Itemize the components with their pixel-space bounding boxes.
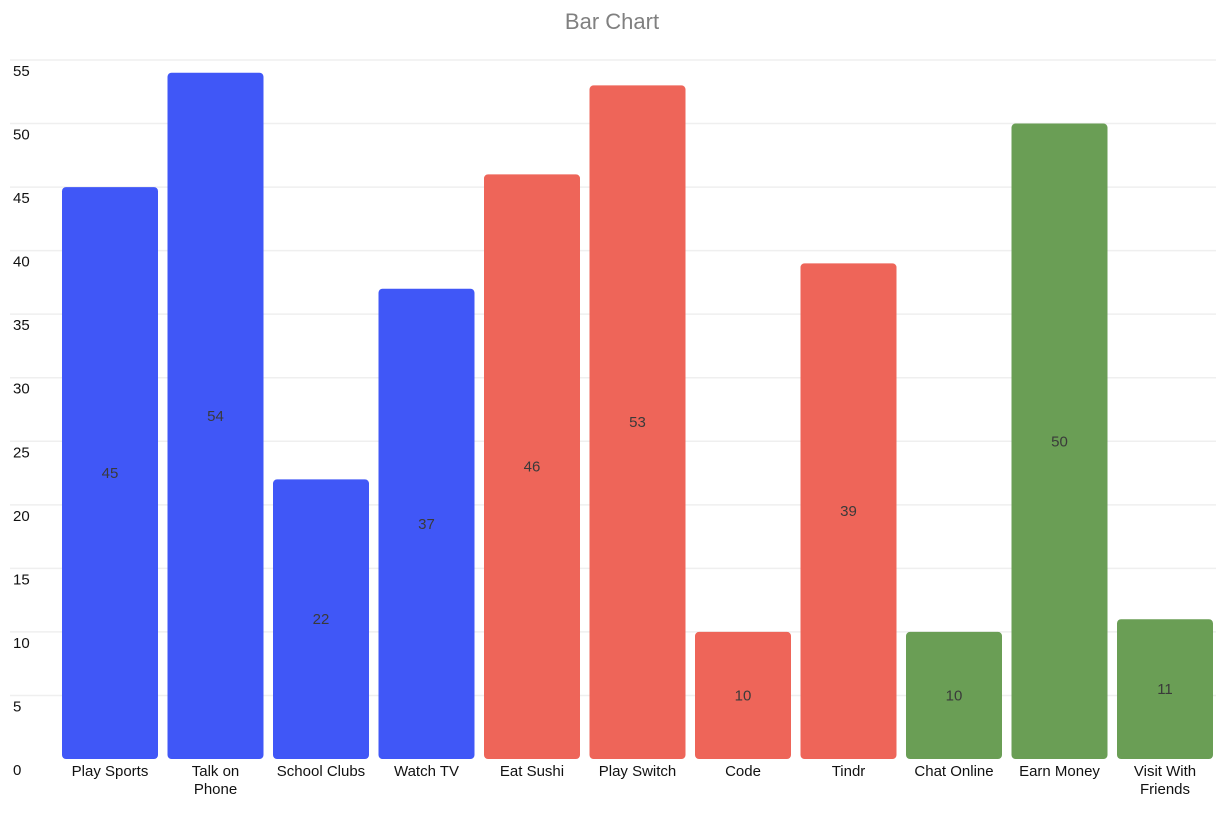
x-tick-label: School Clubs xyxy=(277,763,365,780)
x-tick-label: Tindr xyxy=(832,763,866,780)
y-tick-label: 55 xyxy=(13,63,30,80)
x-tick-label-line: Watch TV xyxy=(394,763,459,780)
x-tick-label: Watch TV xyxy=(394,763,459,780)
y-axis-ticks: 0 5 10 15 20 25 30 35 40 45 50 55 xyxy=(13,63,30,779)
x-tick-label-line: Talk on xyxy=(192,763,240,780)
bar xyxy=(589,85,686,759)
bars xyxy=(62,72,1213,759)
y-tick-label: 15 xyxy=(13,571,30,588)
x-tick-label: Code xyxy=(725,763,761,780)
x-tick-label-line: Friends xyxy=(1140,781,1190,798)
bar-value-label: 54 xyxy=(207,408,224,425)
x-tick-label: Eat Sushi xyxy=(500,763,564,780)
y-tick-label: 30 xyxy=(13,381,30,398)
bar xyxy=(484,174,580,759)
bar-value-label: 45 xyxy=(102,465,119,482)
data-labels: 45 54 22 37 46 53 10 39 10 50 11 xyxy=(102,408,1173,705)
y-tick-label: 5 xyxy=(13,698,21,715)
x-tick-label: Visit With Friends xyxy=(1134,763,1196,798)
bar-value-label: 22 xyxy=(313,611,330,628)
x-tick-label-line: Eat Sushi xyxy=(500,763,564,780)
bar xyxy=(1117,619,1213,759)
x-axis-ticks: Play Sports Talk on Phone School Clubs Watch… xyxy=(72,763,1196,798)
x-tick-label: Play Sports xyxy=(72,763,149,780)
x-tick-label: Earn Money xyxy=(1019,763,1100,780)
y-tick-label: 45 xyxy=(13,190,30,207)
x-tick-label-line: Tindr xyxy=(832,763,866,780)
bar xyxy=(1011,123,1108,759)
y-tick-label: 35 xyxy=(13,317,30,334)
x-tick-label-line: Play Switch xyxy=(599,763,677,780)
y-tick-label: 25 xyxy=(13,444,30,461)
y-tick-label: 40 xyxy=(13,254,30,271)
bar-value-label: 10 xyxy=(735,687,752,704)
x-tick-label-line: Visit With xyxy=(1134,763,1196,780)
bar xyxy=(167,72,264,759)
x-tick-label-line: Phone xyxy=(194,781,237,798)
bar-value-label: 10 xyxy=(946,687,963,704)
x-tick-label: Play Switch xyxy=(599,763,677,780)
y-tick-label: 20 xyxy=(13,508,30,525)
x-tick-label-line: Code xyxy=(725,763,761,780)
x-tick-label-line: School Clubs xyxy=(277,763,365,780)
x-tick-label: Talk on Phone xyxy=(192,763,240,798)
bar xyxy=(906,631,1002,759)
x-tick-label-line: Play Sports xyxy=(72,763,149,780)
bar-value-label: 11 xyxy=(1157,681,1173,698)
bar xyxy=(800,263,897,759)
bar-value-label: 50 xyxy=(1051,433,1068,450)
y-tick-label: 50 xyxy=(13,127,30,144)
y-tick-label: 10 xyxy=(13,635,30,652)
y-tick-label: 0 xyxy=(13,762,21,779)
bar xyxy=(273,479,369,759)
bar xyxy=(378,288,475,759)
bar xyxy=(62,187,158,759)
bar-value-label: 39 xyxy=(840,503,857,520)
x-tick-label: Chat Online xyxy=(914,763,993,780)
x-tick-label-line: Earn Money xyxy=(1019,763,1100,780)
bar-value-label: 53 xyxy=(629,414,646,431)
bar xyxy=(695,631,791,759)
bar-value-label: 46 xyxy=(524,459,541,476)
chart-title: Bar Chart xyxy=(565,9,659,34)
bar-value-label: 37 xyxy=(418,516,435,533)
x-tick-label-line: Chat Online xyxy=(914,763,993,780)
